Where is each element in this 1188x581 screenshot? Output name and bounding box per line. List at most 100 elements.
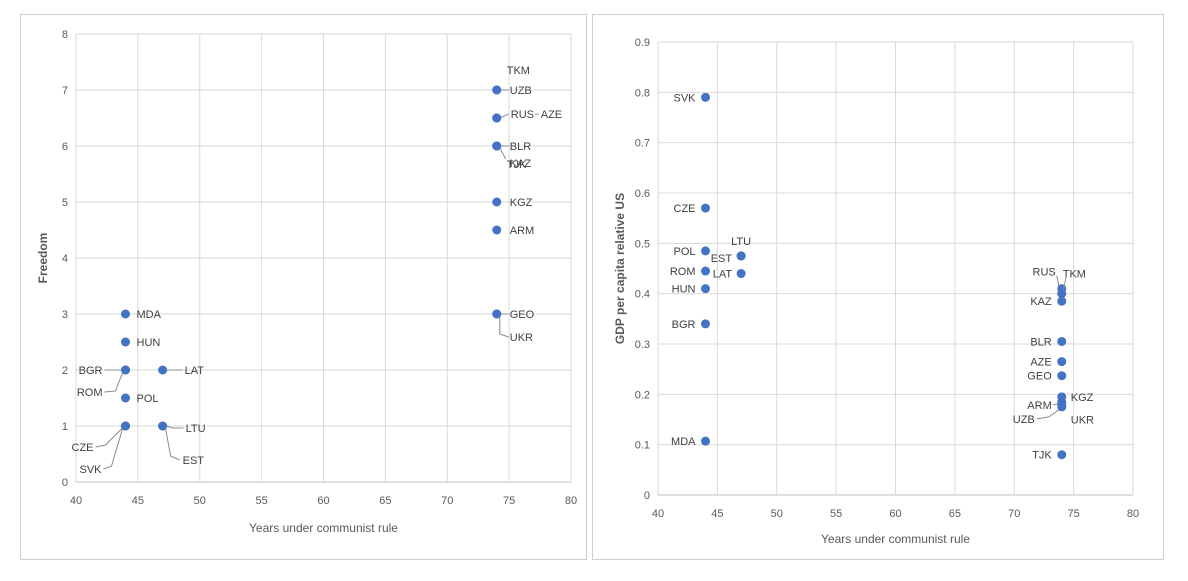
leader-line-cze [95,427,123,448]
point-label-kgz: KGZ [510,197,533,209]
point-label-bgr: BGR [79,365,103,377]
y-tick-label: 0.9 [635,37,650,49]
x-tick-label: 45 [711,508,723,520]
point-label-tjk: TJK [507,159,527,171]
y-tick-label: 0.8 [635,87,650,99]
y-tick-label: 6 [62,141,68,153]
point-label-ukr: UKR [510,332,533,344]
x-tick-label: 70 [441,495,453,507]
x-tick-label: 55 [830,508,842,520]
point-label-uzb: UZB [1013,414,1035,426]
data-point-aze [1057,357,1067,367]
point-label-mda: MDA [137,309,162,321]
point-label-ltu: LTU [731,236,751,248]
point-label-blr: BLR [510,141,531,153]
leader-line-est [165,428,180,461]
point-label-kaz: KAZ [510,158,532,170]
point-label-cze: CZE [674,203,696,215]
leader-line-rom [104,372,123,393]
point-label-uzb: UZB [510,85,532,97]
data-point-rom [121,365,130,375]
x-tick-label: 60 [317,495,329,507]
data-point-lat [736,269,746,279]
x-tick-label: 70 [1008,508,1020,520]
data-point-rom [701,266,710,276]
gdp-scatter-chart: 0 0.1 0.2 0.3 0.4 0.5 0.6 0.7 0.8 0.9 40 45 50 55 60 65… [613,37,1139,546]
x-tick-label: 50 [194,495,206,507]
data-point-hun [701,284,710,294]
data-point-kaz [492,141,502,151]
point-label-tkm: TKM [507,65,530,77]
data-point-svk [121,421,130,431]
y-tick-label: 0 [644,490,650,502]
leader-line-uzb [1036,409,1060,420]
point-label-hun: HUN [672,284,696,296]
x-tick-label: 75 [503,495,515,507]
y-tick-label: 0.3 [635,339,650,351]
point-label-est: EST [711,253,733,265]
x-tick-label: 65 [379,495,391,507]
point-label-arm: ARM [1027,400,1051,412]
point-label-aze: AZE [1030,357,1051,369]
y-tick-label: 4 [62,253,68,265]
data-point-est [158,421,168,431]
point-label-rom: ROM [77,387,103,399]
point-label-rus: RUS [1033,267,1056,279]
data-point-geo [1057,371,1067,381]
point-label-kaz: KAZ [1030,296,1052,308]
x-tick-label: 80 [1127,508,1139,520]
data-point-kgz [492,197,502,207]
y-tick-label: 0.7 [635,138,650,150]
point-label-geo: GEO [510,309,535,321]
point-label-arm: ARM [510,225,534,237]
leader-line-rus [499,113,509,119]
data-point-kaz [1057,296,1067,306]
point-label-geo: GEO [1027,371,1052,383]
data-point-cze [701,203,710,213]
leader-line-ukr [499,316,509,338]
point-label-aze: AZE [541,109,562,121]
leader-line-svk [103,428,123,470]
y-tick-label: 0.5 [635,238,650,250]
x-tick-label: 60 [889,508,901,520]
x-tick-label: 45 [132,495,144,507]
data-point-lat [158,365,168,375]
point-label-bgr: BGR [672,319,696,331]
leader-line-ltu [166,425,184,429]
x-tick-label: 55 [256,495,268,507]
point-label-tjk: TJK [1032,450,1052,462]
point-label-svk: SVK [79,464,102,476]
y-tick-label: 0 [62,477,68,489]
data-point-arm [492,225,502,235]
y-tick-label: 1 [62,421,68,433]
freedom-chart-panel: 0 1 2 3 4 5 6 7 8 40 45 50 55 60 65 70 75 80 Years under c… [20,14,587,560]
point-label-mda: MDA [671,436,696,448]
data-point-mda [701,436,710,446]
point-label-kgz: KGZ [1071,392,1094,404]
point-label-rus: RUS [511,109,534,121]
y-axis-title: Freedom [36,233,50,284]
data-point-mda [121,309,130,319]
point-label-pol: POL [673,246,695,258]
data-point-pol [121,393,130,403]
data-point-hun [121,337,130,347]
x-tick-label: 50 [771,508,783,520]
data-point-pol [701,246,710,256]
data-point-bgr [701,319,710,329]
y-tick-label: 5 [62,197,68,209]
x-tick-label: 40 [652,508,664,520]
x-axis-title: Years under communist rule [249,521,398,535]
point-label-ukr: UKR [1071,414,1094,426]
point-label-ltu: LTU [186,423,206,435]
x-axis-title: Years under communist rule [821,532,970,546]
data-point-est [736,251,746,261]
gdp-chart-panel: 0 0.1 0.2 0.3 0.4 0.5 0.6 0.7 0.8 0.9 40 45 50 55 60 65… [592,14,1164,560]
data-point-tjk [1057,450,1067,460]
x-tick-label: 40 [70,495,82,507]
x-tick-label: 80 [565,495,577,507]
data-point-ukr [1057,399,1067,409]
leader-line-tkm [1063,277,1067,290]
data-point-ukr [492,309,502,319]
y-tick-label: 0.1 [635,440,650,452]
point-label-est: EST [183,455,205,467]
